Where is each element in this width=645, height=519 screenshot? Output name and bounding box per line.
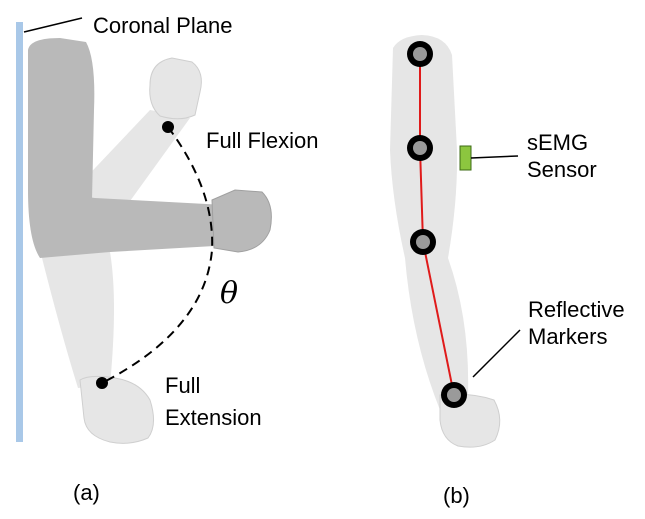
semg-label-line1: sEMG (527, 130, 588, 155)
reflective-marker (441, 382, 467, 408)
flexed-arm-ghost (60, 57, 202, 215)
dark-arm (28, 38, 272, 258)
upper-arm (28, 38, 95, 232)
coronal-plane-leader (23, 17, 83, 33)
full-flexion-point (162, 121, 174, 133)
full-flexion-label: Full Flexion (206, 128, 318, 153)
semg-leader (470, 155, 519, 159)
extended-arm-ghost (40, 250, 154, 444)
reflective-marker (407, 135, 433, 161)
coronal-plane-label: Coronal Plane (93, 13, 232, 38)
panel-a-caption: (a) (73, 480, 100, 505)
front-arm (390, 35, 470, 410)
extended-fist (79, 375, 154, 444)
reflective-marker (407, 41, 433, 67)
markers-leader (472, 329, 521, 378)
full-extension-label-line2: Extension (165, 405, 262, 430)
fist (211, 189, 272, 253)
full-extension-label-line1: Full (165, 373, 200, 398)
flexed-fist (149, 57, 202, 120)
range-of-motion-arc (101, 126, 214, 384)
panel-b-caption: (b) (443, 483, 470, 508)
panel-b: sEMG Sensor Reflective Markers (b) (390, 35, 625, 508)
forearm-horizontal (28, 190, 232, 258)
extended-forearm (40, 250, 114, 388)
markers-label-line1: Reflective (528, 297, 625, 322)
panel-a: Coronal Plane Full Flexion Full Extensio… (16, 13, 318, 505)
full-extension-point (96, 377, 108, 389)
semg-sensor (459, 145, 472, 171)
reflective-marker (410, 229, 436, 255)
semg-label-line2: Sensor (527, 157, 597, 182)
angle-theta: θ (220, 276, 238, 311)
coronal-plane (16, 22, 23, 442)
marker-link-line (419, 54, 455, 396)
flexed-forearm (60, 110, 190, 215)
markers-label-line2: Markers (528, 324, 607, 349)
